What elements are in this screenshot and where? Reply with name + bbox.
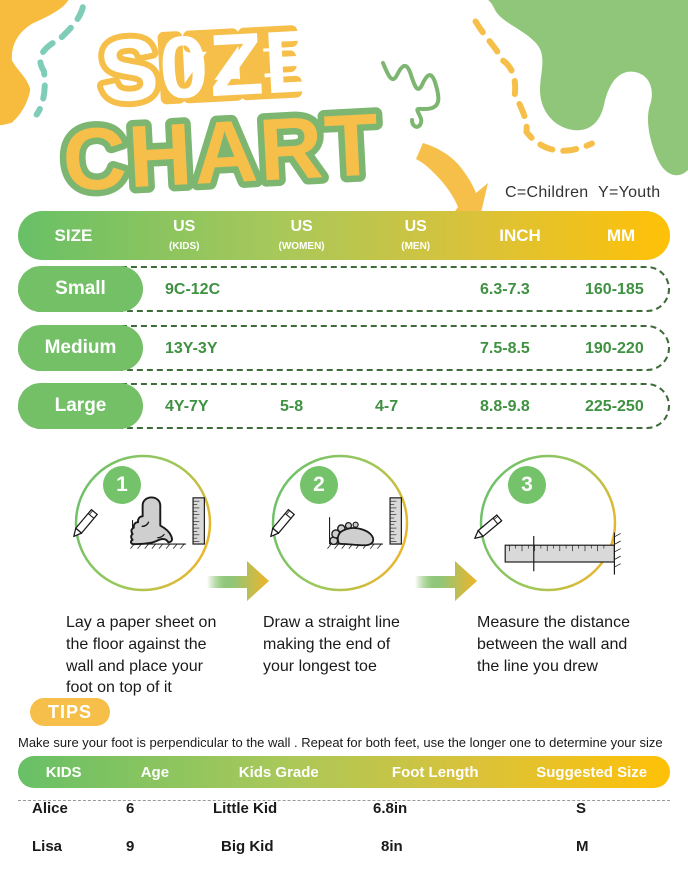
svg-text:CHART: CHART: [60, 94, 383, 210]
